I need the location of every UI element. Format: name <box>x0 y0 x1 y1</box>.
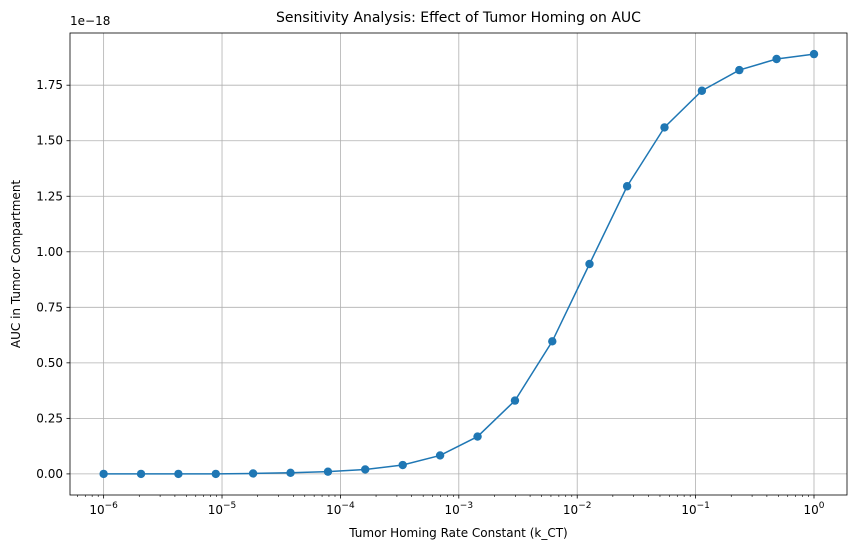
y-tick-label: 1.75 <box>36 78 63 92</box>
data-point <box>136 469 146 479</box>
x-tick-label: 10−3 <box>445 501 474 517</box>
y-tick-label: 0.75 <box>36 300 63 314</box>
data-point <box>248 469 258 478</box>
y-axis-ticks: 0.00 0.25 0.50 0.75 1.00 1.25 1.50 1.75 <box>36 78 70 481</box>
data-point <box>622 182 632 191</box>
y-tick-label: 1.25 <box>36 189 63 203</box>
series-line <box>103 53 815 475</box>
data-point <box>697 86 707 95</box>
data-point <box>809 49 819 59</box>
data-point <box>99 469 108 479</box>
data-point <box>735 65 744 75</box>
chart-title: Sensitivity Analysis: Effect of Tumor Ho… <box>276 10 641 26</box>
data-point <box>174 469 183 479</box>
y-tick-label: 1.50 <box>36 134 63 148</box>
x-tick-label: 10−6 <box>89 501 118 517</box>
data-point <box>660 123 669 132</box>
data-point <box>361 465 370 474</box>
y-tick-label: 0.50 <box>36 356 63 370</box>
data-point <box>211 469 220 479</box>
y-tick-label: 0.00 <box>36 467 63 481</box>
data-point <box>286 468 295 477</box>
data-point <box>585 259 594 269</box>
y-axis-label: AUC in Tumor Compartment <box>9 180 23 349</box>
data-point <box>772 54 781 64</box>
x-tick-label: 100 <box>803 501 824 517</box>
series-layer <box>99 49 819 479</box>
data-point <box>473 432 482 441</box>
data-point <box>398 460 407 470</box>
data-point <box>548 337 557 346</box>
x-axis-ticks: 10−6 10−5 10−4 10−3 10−2 10−1 100 <box>77 495 825 517</box>
data-point <box>510 396 520 405</box>
grid-lines <box>70 33 847 495</box>
x-axis-label: Tumor Homing Rate Constant (k_CT) <box>348 526 567 540</box>
data-point <box>435 451 445 460</box>
x-tick-label: 10−1 <box>681 501 710 517</box>
x-tick-label: 10−2 <box>563 501 592 517</box>
x-tick-label: 10−4 <box>326 501 355 517</box>
y-tick-label: 0.25 <box>36 411 63 425</box>
x-tick-label: 10−5 <box>208 501 237 517</box>
y-offset-label: 1e−18 <box>70 14 110 28</box>
y-tick-label: 1.00 <box>36 245 63 259</box>
data-point <box>323 467 333 476</box>
